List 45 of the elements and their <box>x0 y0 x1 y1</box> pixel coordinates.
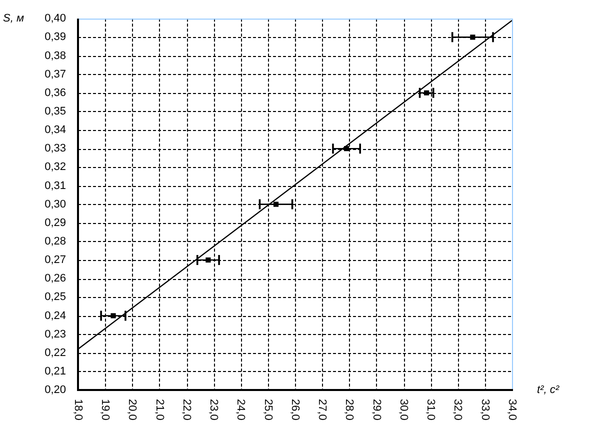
y-tick-label: 0,38 <box>44 50 66 62</box>
point <box>110 313 116 318</box>
x-tick-label: 22,0 <box>180 399 192 420</box>
y-tick-label: 0,31 <box>44 180 66 192</box>
x-tick-label: 32,0 <box>452 399 464 420</box>
x-tick-label: 31,0 <box>424 399 437 420</box>
point <box>206 257 211 263</box>
y-tick-label: 0,37 <box>44 68 66 80</box>
y-tick-label: 0,26 <box>44 272 66 285</box>
x-tick-label: 24,0 <box>234 399 247 420</box>
y-tick-label: 0,23 <box>44 328 66 340</box>
y-tick-label: 0,30 <box>44 198 66 210</box>
point <box>344 146 350 152</box>
x-tick-label: 27,0 <box>316 399 328 420</box>
x-axis-title: t², c² <box>537 384 560 396</box>
point <box>470 34 476 40</box>
y-tick-label: 0,35 <box>44 105 66 118</box>
x-tick-label: 29,0 <box>370 399 382 420</box>
x-tick-label: 34,0 <box>506 399 518 420</box>
x-tick-label: 30,0 <box>397 399 410 420</box>
x-tick-label: 23,0 <box>208 399 220 420</box>
y-tick-label: 0,21 <box>44 365 66 378</box>
y-tick-label: 0,25 <box>44 291 66 304</box>
y-tick-label: 0,28 <box>44 235 66 248</box>
x-tick-label: 25,0 <box>262 399 274 420</box>
y-tick-label: 0,40 <box>44 12 66 25</box>
y-tick-label: 0,29 <box>44 216 66 229</box>
y-tick-label: 0,27 <box>44 254 66 266</box>
y-tick-label: 0,39 <box>44 31 66 44</box>
y-tick-label: 0,20 <box>44 384 66 396</box>
y-axis-title: S, м <box>3 12 24 25</box>
y-tick-label: 0,36 <box>44 86 66 99</box>
y-tick-label: 0,24 <box>44 310 66 322</box>
x-tick-label: 26,0 <box>288 399 301 420</box>
x-tick-label: 20,0 <box>126 399 138 420</box>
point <box>273 202 279 207</box>
y-tick-label: 0,34 <box>44 124 66 136</box>
x-tick-label: 33,0 <box>478 399 491 420</box>
x-tick-label: 28,0 <box>343 399 356 420</box>
y-tick-label: 0,33 <box>44 142 66 155</box>
x-tick-label: 19,0 <box>99 399 112 420</box>
x-tick-label: 21,0 <box>153 399 166 420</box>
x-tick-label: 18,0 <box>72 399 84 420</box>
y-tick-label: 0,32 <box>44 161 66 174</box>
y-tick-label: 0,22 <box>44 346 66 359</box>
